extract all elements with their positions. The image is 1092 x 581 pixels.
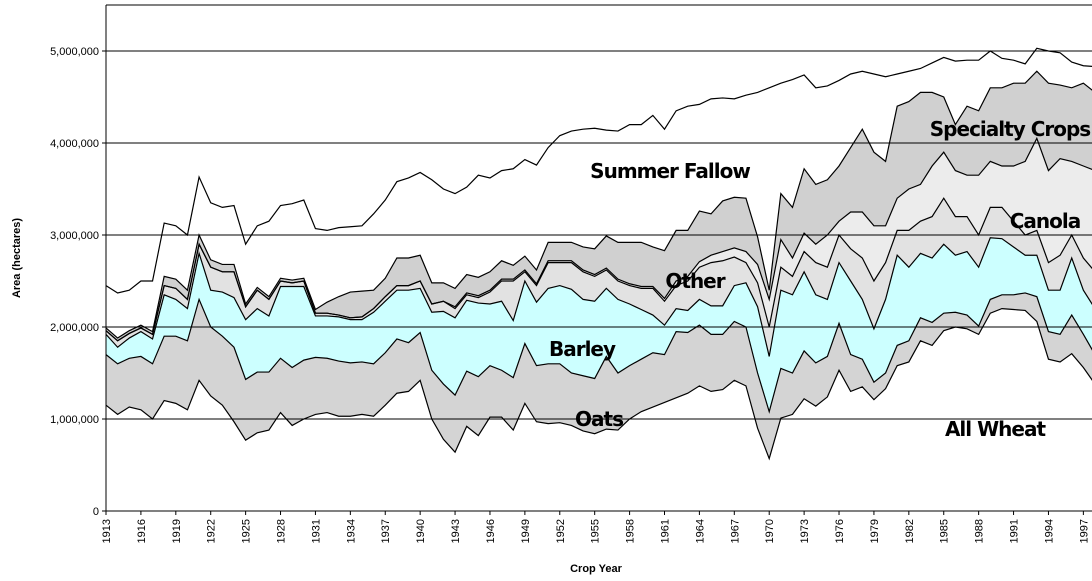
area-label: Other — [665, 269, 725, 293]
x-tick-label: 1937 — [380, 519, 392, 543]
x-tick-label: 1952 — [555, 519, 567, 543]
y-axis-label: Area (hectares) — [11, 218, 23, 298]
x-tick-label: 1919 — [171, 519, 183, 543]
y-tick-label: 2,000,000 — [50, 322, 99, 334]
x-tick-label: 1982 — [904, 519, 916, 543]
x-tick-label: 1943 — [450, 519, 462, 543]
x-tick-label: 1916 — [136, 519, 148, 543]
y-tick-label: 3,000,000 — [50, 230, 99, 242]
x-tick-label: 1931 — [310, 519, 322, 543]
area — [106, 48, 1092, 339]
area-label: Summer Fallow — [590, 159, 750, 183]
area-label: Oats — [575, 407, 623, 431]
area-outline — [105, 237, 1092, 357]
area-outline — [105, 136, 1092, 342]
x-tick-label: 1973 — [799, 519, 811, 543]
x-axis-label: Crop Year — [570, 563, 622, 575]
area-label: Specialty Crops — [930, 117, 1091, 141]
area-outline — [105, 70, 1092, 339]
x-tick-label: 1913 — [101, 519, 113, 543]
x-tick-label: 1958 — [625, 519, 637, 543]
area — [106, 292, 1092, 459]
x-tick-label: 1934 — [345, 519, 357, 543]
x-tick-label: 1985 — [939, 519, 951, 543]
x-tick-label: 1961 — [659, 519, 671, 543]
area — [106, 308, 1092, 511]
area-outline — [105, 292, 1092, 414]
x-tick-label: 1976 — [834, 519, 846, 543]
area-label: Barley — [549, 337, 616, 361]
x-tick-label: 1991 — [1009, 519, 1021, 543]
y-tick-label: 1,000,000 — [50, 414, 99, 426]
area — [106, 198, 1092, 357]
y-tick-label: 0 — [93, 506, 99, 518]
x-tick-label: 1994 — [1043, 519, 1055, 543]
x-tick-label: 1997 — [1078, 519, 1090, 543]
x-tick-label: 1925 — [241, 519, 253, 543]
area — [106, 237, 1092, 412]
y-tick-label: 5,000,000 — [50, 46, 99, 58]
x-tick-label: 1928 — [276, 519, 288, 543]
x-tick-label: 1967 — [729, 519, 741, 543]
x-tick-label: 1922 — [206, 519, 218, 543]
x-tick-label: 1946 — [485, 519, 497, 543]
x-tick-label: 1970 — [764, 519, 776, 543]
y-tick-label: 4,000,000 — [50, 138, 99, 150]
x-tick-label: 1940 — [415, 519, 427, 543]
area-label: All Wheat — [945, 417, 1047, 441]
area-outline — [105, 47, 1092, 294]
x-tick-label: 1979 — [869, 519, 881, 543]
area-outline — [105, 307, 1092, 461]
x-tick-label: 1964 — [694, 519, 706, 543]
x-tick-label: 1955 — [590, 519, 602, 543]
x-tick-label: 1949 — [520, 519, 532, 543]
area — [106, 71, 1092, 341]
area-label: Canola — [1010, 209, 1081, 233]
x-tick-label: 1988 — [974, 519, 986, 543]
